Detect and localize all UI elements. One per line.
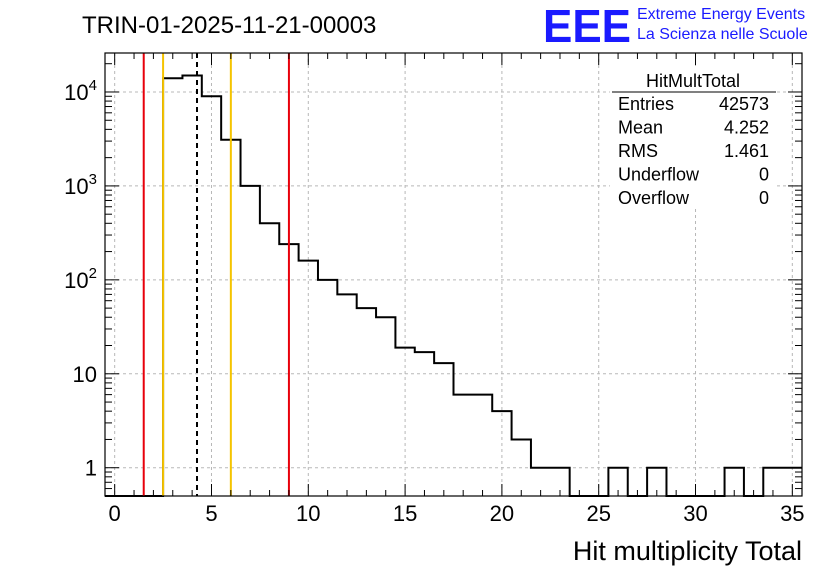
x-tick-label: 35 (780, 501, 804, 526)
y-tick-label: 103 (64, 171, 97, 199)
x-tick-label: 25 (586, 501, 610, 526)
stats-rows: Entries 42573 Mean 4.252 RMS 1.461 Underflow 0 O… (618, 94, 769, 208)
eee-logo: EEE Extreme Energy Events La Scienza nel… (543, 0, 808, 52)
plot-frame (104, 52, 803, 497)
marker-lines (142, 53, 290, 496)
x-tick-label: 20 (490, 501, 514, 526)
stats-box-background (610, 66, 777, 208)
y-tick-label: 10 (73, 362, 97, 387)
logo-line-2: La Scienza nelle Scuole (637, 26, 808, 43)
x-tick-labels: 0 5 10 15 20 25 30 35 (109, 501, 805, 526)
x-tick-label: 15 (393, 501, 417, 526)
stats-row-value: 0 (759, 188, 769, 208)
stats-row-label: Underflow (618, 165, 700, 185)
stats-box: HitMultTotal Entries 42573 Mean 4.252 RMS 1.4… (610, 66, 777, 208)
y-tick-labels: 1 10 102 103 104 (64, 77, 97, 481)
chart-title: TRIN-01-2025-11-21-00003 (82, 12, 376, 39)
stats-row-value: 42573 (719, 94, 769, 114)
x-axis-title: Hit multiplicity Total (573, 536, 802, 566)
x-tick-label: 5 (205, 501, 217, 526)
stats-row-label: Overflow (618, 188, 690, 208)
x-tick-label: 0 (109, 501, 121, 526)
y-tick-label: 102 (64, 265, 97, 293)
stats-row-label: RMS (618, 141, 658, 161)
stats-row-value: 0 (759, 165, 769, 185)
y-tick-label: 1 (85, 456, 97, 481)
y-tick-label: 104 (64, 77, 97, 105)
x-tick-label: 30 (683, 501, 707, 526)
logo-line-1: Extreme Energy Events (637, 6, 805, 23)
stats-row-value: 1.461 (724, 141, 769, 161)
eee-logo-text: EEE (543, 0, 631, 52)
stats-title: HitMultTotal (646, 71, 740, 91)
stats-row-label: Entries (618, 94, 674, 114)
stats-row-value: 4.252 (724, 118, 769, 138)
x-tick-label: 10 (296, 501, 320, 526)
axis-ticks (105, 53, 802, 497)
stats-row-label: Mean (618, 118, 663, 138)
